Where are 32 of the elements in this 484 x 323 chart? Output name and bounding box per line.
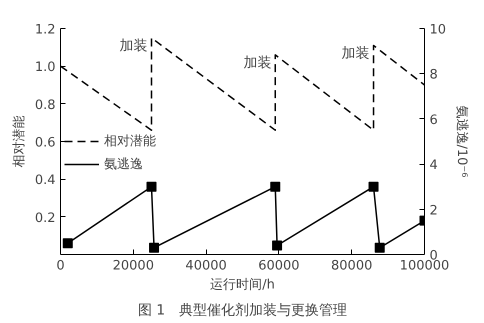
y2-tick-label: 4 <box>430 158 438 174</box>
x-tick-label: 60000 <box>258 258 300 274</box>
point <box>146 182 156 192</box>
y-tick-label: 1.2 <box>34 22 56 38</box>
x-tick-label: 80000 <box>331 258 372 274</box>
y-tick-label: 0.6 <box>34 136 56 150</box>
x-tick-label: 20000 <box>112 258 154 274</box>
y2-tick-label: 8 <box>430 68 438 83</box>
y-axis-title: 相对潜能 <box>12 116 27 168</box>
point <box>62 238 73 248</box>
y-tick-label: 0.4 <box>34 173 56 188</box>
y2-tick-label: 6 <box>430 112 438 128</box>
point <box>270 182 280 192</box>
y2-tick-label: 2 <box>430 203 438 218</box>
annotation: 加装 <box>120 38 148 54</box>
y-tick-label: 1.0 <box>34 60 56 76</box>
legend-label: 氨逃逸 <box>104 156 143 173</box>
x-tick-label: 40000 <box>185 258 227 274</box>
y2-tick-label: 10 <box>430 22 446 38</box>
annotation: 加装 <box>243 54 272 71</box>
y-tick-label: 0.8 <box>34 98 56 113</box>
point <box>368 182 379 192</box>
y2-axis-title: 氨逃逸/10⁻⁶ <box>454 106 470 178</box>
x-tick-label: 0 <box>56 258 65 274</box>
annotation: 加装 <box>342 45 370 62</box>
legend-label: 相对潜能 <box>104 133 156 150</box>
x-axis-title: 运行时间/h <box>210 278 275 292</box>
y-tick-label: 0.2 <box>34 210 56 226</box>
point <box>374 242 385 253</box>
point <box>149 242 160 253</box>
text: 图 1 典型催化剂加装与更换管理 <box>138 302 348 318</box>
point <box>272 240 282 250</box>
